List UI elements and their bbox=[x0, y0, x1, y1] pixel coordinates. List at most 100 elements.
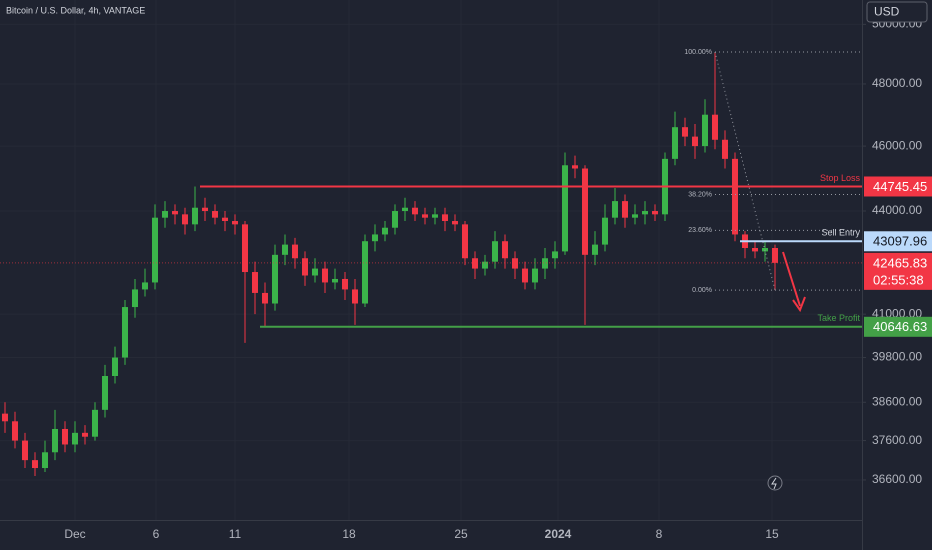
candle-body bbox=[702, 114, 708, 147]
candle-body bbox=[732, 158, 738, 235]
level-tag bbox=[864, 231, 932, 252]
candle-body bbox=[272, 254, 278, 304]
x-tick-label: 2024 bbox=[545, 527, 572, 541]
candle-body bbox=[212, 211, 218, 218]
candle-body bbox=[412, 207, 418, 215]
fib-label: 100.00% bbox=[684, 49, 712, 56]
candle-body bbox=[142, 282, 148, 290]
y-tick-label: 36600.00 bbox=[872, 472, 922, 486]
currency-box[interactable] bbox=[866, 1, 928, 23]
candle-body bbox=[72, 432, 78, 445]
candle-body bbox=[152, 217, 158, 283]
candle-body bbox=[192, 207, 198, 225]
candle-body bbox=[252, 272, 258, 293]
candle-body bbox=[122, 307, 128, 358]
x-tick-label: Dec bbox=[64, 527, 85, 541]
y-tick-label: 46000.00 bbox=[872, 138, 922, 152]
candle-body bbox=[532, 268, 538, 283]
candle-body bbox=[342, 278, 348, 290]
candle-body bbox=[282, 244, 288, 255]
candle-body bbox=[12, 421, 18, 441]
x-tick-label: 25 bbox=[454, 527, 468, 541]
level-tag bbox=[864, 176, 932, 197]
candle-body bbox=[692, 136, 698, 147]
lightning-glyph bbox=[771, 477, 777, 490]
candle-body bbox=[602, 217, 608, 245]
level-label: Stop Loss bbox=[820, 173, 861, 183]
candle-body bbox=[2, 413, 8, 422]
candle-body bbox=[92, 409, 98, 437]
countdown: 02:55:38 bbox=[873, 272, 924, 287]
arrow-head bbox=[792, 296, 806, 313]
lightning-icon[interactable] bbox=[767, 475, 783, 491]
y-tick-label: 48000.00 bbox=[872, 76, 922, 90]
candle-body bbox=[302, 258, 308, 276]
candle-body bbox=[52, 428, 58, 453]
candle-body bbox=[462, 224, 468, 259]
candle-body bbox=[512, 258, 518, 269]
candle-body bbox=[132, 289, 138, 308]
level-price: 43097.96 bbox=[873, 234, 927, 249]
candle-body bbox=[482, 261, 488, 269]
y-tick-label: 37600.00 bbox=[872, 433, 922, 447]
candle-body bbox=[592, 244, 598, 255]
candle-body bbox=[612, 201, 618, 218]
x-tick-label: 8 bbox=[656, 527, 663, 541]
fib-trend-line bbox=[714, 51, 776, 291]
candle-body bbox=[762, 247, 768, 252]
candle-body bbox=[172, 211, 178, 215]
candle-body bbox=[232, 221, 238, 225]
last-price-tag bbox=[864, 252, 932, 290]
candle-body bbox=[472, 258, 478, 269]
candle-body bbox=[202, 207, 208, 212]
candle-body bbox=[452, 221, 458, 225]
candle-body bbox=[62, 428, 68, 445]
candle-body bbox=[392, 211, 398, 228]
candle-body bbox=[672, 127, 678, 159]
candle-body bbox=[112, 357, 118, 377]
annotations: 100.00% 38.20% 23.60% 0.00% Stop Loss Sell En… bbox=[0, 49, 862, 328]
level-price: 40646.63 bbox=[873, 319, 927, 334]
level-price: 44745.45 bbox=[873, 179, 927, 194]
x-tick-label: 11 bbox=[229, 527, 242, 541]
fib-label: 0.00% bbox=[692, 287, 712, 294]
candle-body bbox=[362, 241, 368, 304]
y-tick-label: 44000.00 bbox=[872, 203, 922, 217]
candle-body bbox=[242, 224, 248, 273]
fib-label: 38.20% bbox=[688, 191, 712, 198]
candle-body bbox=[262, 292, 268, 304]
last-price: 42465.83 bbox=[873, 255, 927, 270]
candle-body bbox=[222, 217, 228, 222]
candle-body bbox=[432, 214, 438, 218]
candle-body bbox=[42, 452, 48, 469]
candle-body bbox=[652, 211, 658, 215]
y-tick-label: 39800.00 bbox=[872, 350, 922, 364]
candle-body bbox=[772, 247, 778, 263]
candle-body bbox=[622, 201, 628, 218]
candle-body bbox=[82, 432, 88, 437]
candle-body bbox=[562, 165, 568, 252]
candle-body bbox=[422, 214, 428, 218]
candle-body bbox=[372, 234, 378, 242]
candle-body bbox=[642, 211, 648, 215]
candle-body bbox=[352, 289, 358, 304]
candle-body bbox=[492, 241, 498, 262]
level-tag bbox=[864, 316, 932, 337]
candle-body bbox=[712, 114, 718, 140]
x-tick-label: 6 bbox=[153, 527, 160, 541]
candle-body bbox=[382, 227, 388, 235]
candle-body bbox=[542, 258, 548, 269]
candle-body bbox=[312, 268, 318, 276]
chart-title: Bitcoin / U.S. Dollar, 4h, VANTAGE bbox=[6, 5, 145, 15]
candle-body bbox=[752, 247, 758, 252]
y-tick-label: 38600.00 bbox=[872, 394, 922, 408]
candle-body bbox=[332, 278, 338, 283]
candle-body bbox=[572, 165, 578, 169]
level-label: Sell Entry bbox=[821, 228, 860, 238]
candle-body bbox=[722, 139, 728, 159]
candle-body bbox=[22, 440, 28, 461]
x-tick-label: 15 bbox=[765, 527, 779, 541]
candle-body bbox=[292, 244, 298, 259]
arrow bbox=[782, 251, 801, 307]
